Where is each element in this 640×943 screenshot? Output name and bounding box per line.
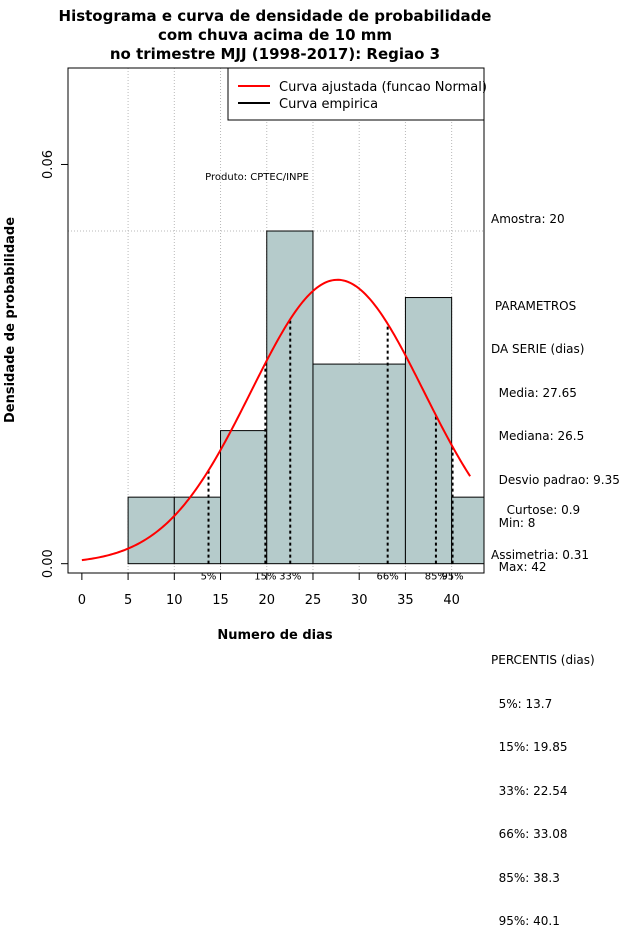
percentile-label-5: 85% bbox=[425, 572, 447, 583]
x-axis-label: Numero de dias bbox=[217, 628, 333, 643]
x-tick-label-15: 15 bbox=[212, 593, 229, 608]
stat-p33: 33%: 22.54 bbox=[491, 783, 568, 798]
stat-p95: 95%: 40.1 bbox=[491, 914, 560, 928]
legend-label-1: Curva ajustada (funcao Normal) bbox=[279, 80, 487, 95]
stat-sd: Desvio padrao: 9.35 bbox=[491, 472, 620, 487]
legend-label-2: Curva empirica bbox=[279, 97, 378, 112]
histogram-bar-3 bbox=[220, 430, 268, 565]
stat-max: Max: 42 bbox=[491, 559, 547, 574]
percentile-label-1: 5% bbox=[201, 572, 217, 583]
histogram-bars bbox=[127, 230, 485, 565]
stat-kurtosis: Curtose: 0.9 bbox=[499, 503, 581, 517]
stat-p15: 15%: 19.85 bbox=[491, 740, 568, 754]
x-tick-label-40: 40 bbox=[443, 593, 460, 608]
product-annotation: Produto: CPTEC/INPE bbox=[205, 172, 309, 183]
stat-p66: 66%: 33.08 bbox=[491, 827, 568, 841]
x-tick-label-5: 5 bbox=[124, 593, 132, 608]
percentile-label-6: 95% bbox=[441, 572, 463, 583]
chart-title-line-3: no trimestre MJJ (1998-2017): Regiao 3 bbox=[110, 45, 440, 63]
percentiles-title: PERCENTIS (dias) bbox=[491, 653, 595, 667]
y-axis-label: Densidade de probabilidade bbox=[3, 217, 18, 423]
histogram-bar-7 bbox=[451, 496, 485, 565]
legend-box bbox=[227, 67, 485, 121]
chart-title-line-1: Histograma e curva de densidade de proba… bbox=[59, 7, 492, 25]
percentile-label-3: 33% bbox=[279, 572, 301, 583]
stat-mean: Media: 27.65 bbox=[491, 385, 577, 400]
y-tick-label-1: 0.06 bbox=[41, 150, 56, 179]
params-subtitle: DA SERIE (dias) bbox=[491, 342, 585, 356]
y-axis: 0.00 0.06 bbox=[41, 150, 69, 578]
chart-title: Histograma e curva de densidade de proba… bbox=[59, 7, 492, 63]
stat-skewness: Assimetria: 0.31 bbox=[491, 548, 590, 562]
x-tick-label-35: 35 bbox=[397, 593, 414, 608]
percentile-label-4: 66% bbox=[377, 572, 399, 583]
x-tick-label-0: 0 bbox=[78, 593, 86, 608]
stat-min: Min: 8 bbox=[491, 516, 536, 530]
sample-size: Amostra: 20 bbox=[491, 212, 565, 226]
percentile-markers: 5% 15% 33% 66% 85%95% bbox=[201, 319, 464, 583]
x-axis: 0 5 10 15 20 25 30 35 40 bbox=[78, 572, 460, 608]
x-tick-label-25: 25 bbox=[305, 593, 322, 608]
histogram-chart: Histograma e curva de densidade de proba… bbox=[3, 7, 492, 643]
y-tick-label-0: 0.00 bbox=[41, 549, 56, 578]
histogram-bar-1 bbox=[127, 496, 175, 565]
shape-stats: Curtose: 0.9 Assimetria: 0.31 bbox=[491, 473, 589, 578]
fitted-normal-curve bbox=[81, 278, 471, 562]
chart-title-line-2: com chuva acima de 10 mm bbox=[158, 26, 392, 44]
stat-p85: 85%: 38.3 bbox=[491, 870, 560, 885]
params-title: PARAMETROS bbox=[491, 298, 577, 313]
histogram-bar-5 bbox=[312, 363, 406, 565]
x-tick-label-20: 20 bbox=[258, 593, 275, 608]
legend: Curva ajustada (funcao Normal) Curva empi… bbox=[227, 67, 487, 121]
x-tick-label-10: 10 bbox=[166, 593, 183, 608]
percentile-label-2: 15% bbox=[254, 572, 276, 583]
x-tick-label-30: 30 bbox=[351, 593, 368, 608]
stat-p5: 5%: 13.7 bbox=[491, 696, 553, 711]
stat-median: Mediana: 26.5 bbox=[491, 429, 585, 443]
